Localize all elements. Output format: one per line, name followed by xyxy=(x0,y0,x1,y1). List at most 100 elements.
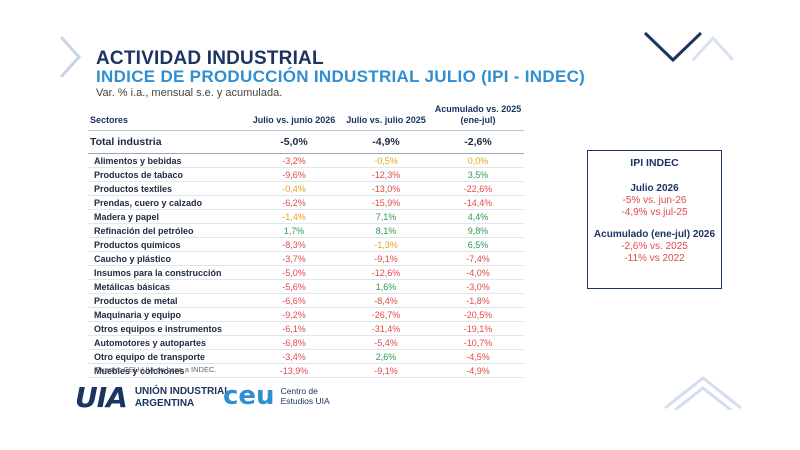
row-value-julio-vs-julio: -9,1% xyxy=(340,363,432,378)
table-row: Maquinaria y equipo -9,2% -26,7% -20,5% xyxy=(88,307,524,322)
row-value-julio-vs-junio: -8,3% xyxy=(248,237,340,252)
row-value-julio-vs-junio: -9,6% xyxy=(248,167,340,182)
uia-logo-mark: UIA xyxy=(75,381,128,414)
row-value-julio-vs-julio: -0,5% xyxy=(340,153,432,168)
row-value-acumulado: 6,5% xyxy=(432,237,524,252)
row-value-julio-vs-junio: -13,9% xyxy=(248,363,340,378)
row-value-julio-vs-junio: 1,7% xyxy=(248,223,340,238)
row-value-julio-vs-junio: -6,8% xyxy=(248,335,340,350)
header-julio-vs-junio: Julio vs. junio 2026 xyxy=(248,103,340,131)
page-subtitle: INDICE DE PRODUCCIÓN INDUSTRIAL JULIO (I… xyxy=(96,67,586,86)
row-value-julio-vs-julio: 8,1% xyxy=(340,223,432,238)
row-sector: Productos químicos xyxy=(88,237,248,252)
total-sector: Total industria xyxy=(88,130,248,154)
row-sector: Refinación del petróleo xyxy=(88,223,248,238)
table-row: Caucho y plástico -3,7% -9,1% -7,4% xyxy=(88,251,524,266)
row-value-julio-vs-junio: -6,1% xyxy=(248,321,340,336)
table-row: Productos de tabaco -9,6% -12,3% 3,5% xyxy=(88,167,524,182)
table-header-row: Sectores Julio vs. junio 2026 Julio vs. … xyxy=(88,103,524,131)
row-value-acumulado: -1,8% xyxy=(432,293,524,308)
ipi-table: Sectores Julio vs. junio 2026 Julio vs. … xyxy=(88,103,524,378)
row-value-julio-vs-junio: -6,2% xyxy=(248,195,340,210)
row-value-acumulado: -7,4% xyxy=(432,251,524,266)
row-sector: Productos de tabaco xyxy=(88,167,248,182)
row-value-julio-vs-junio: -9,2% xyxy=(248,307,340,322)
table-row: Automotores y autopartes -6,8% -5,4% -10,7% xyxy=(88,335,524,350)
table-row: Productos químicos -8,3% -1,3% 6,5% xyxy=(88,237,524,252)
row-value-acumulado: -19,1% xyxy=(432,321,524,336)
summary-section-acumulado: Acumulado (ene-jul) 2026 xyxy=(593,229,716,240)
ceu-logo-line2: Estudios UIA xyxy=(280,396,330,406)
row-value-julio-vs-julio: -8,4% xyxy=(340,293,432,308)
row-value-julio-vs-junio: -3,4% xyxy=(248,349,340,364)
header-acumulado: Acumulado vs. 2025 (ene-jul) xyxy=(432,103,524,131)
row-sector: Insumos para la construcción xyxy=(88,265,248,280)
row-value-acumulado: -22,6% xyxy=(432,181,524,196)
row-value-julio-vs-junio: -0,4% xyxy=(248,181,340,196)
row-value-julio-vs-julio: -13,0% xyxy=(340,181,432,196)
row-value-julio-vs-julio: 1,6% xyxy=(340,279,432,294)
row-value-julio-vs-junio: -6,6% xyxy=(248,293,340,308)
row-sector: Muebles y colchones xyxy=(88,363,248,378)
total-v3: -2,6% xyxy=(432,130,524,154)
row-sector: Otros equipos e instrumentos xyxy=(88,321,248,336)
page-title: ACTIVIDAD INDUSTRIAL xyxy=(96,48,324,69)
row-value-acumulado: -10,7% xyxy=(432,335,524,350)
uia-logo-line1: UNIÓN INDUSTRIAL xyxy=(134,385,231,397)
ipi-summary-box: IPI INDEC Julio 2026 -5% vs. jun-26 -4,9… xyxy=(587,150,722,289)
row-value-julio-vs-junio: -1,4% xyxy=(248,209,340,224)
summary-section-julio: Julio 2026 xyxy=(630,183,679,194)
row-value-acumulado: 0,0% xyxy=(432,153,524,168)
table-row: Metálicas básicas -5,6% 1,6% -3,0% xyxy=(88,279,524,294)
row-value-acumulado: -20,5% xyxy=(432,307,524,322)
row-sector: Automotores y autopartes xyxy=(88,335,248,350)
row-value-julio-vs-junio: -5,6% xyxy=(248,279,340,294)
table-row: Madera y papel -1,4% 7,1% 4,4% xyxy=(88,209,524,224)
row-value-acumulado: 4,4% xyxy=(432,209,524,224)
row-value-julio-vs-julio: -26,7% xyxy=(340,307,432,322)
row-sector: Metálicas básicas xyxy=(88,279,248,294)
row-value-julio-vs-julio: -5,4% xyxy=(340,335,432,350)
total-v1: -5,0% xyxy=(248,130,340,154)
table-row: Refinación del petróleo 1,7% 8,1% 9,8% xyxy=(88,223,524,238)
ceu-logo-line1: Centro de xyxy=(280,386,318,396)
row-value-julio-vs-julio: -1,3% xyxy=(340,237,432,252)
row-value-acumulado: 9,8% xyxy=(432,223,524,238)
table-row: Insumos para la construcción -5,0% -12,6% -… xyxy=(88,265,524,280)
row-sector: Prendas, cuero y calzado xyxy=(88,195,248,210)
row-sector: Alimentos y bebidas xyxy=(88,153,248,168)
row-sector: Productos textiles xyxy=(88,181,248,196)
summary-julio-line: -4,9% vs jul-25 xyxy=(621,207,688,218)
row-sector: Madera y papel xyxy=(88,209,248,224)
table-row: Muebles y colchones -13,9% -9,1% -4,9% xyxy=(88,363,524,378)
row-value-acumulado: -3,0% xyxy=(432,279,524,294)
row-sector: Otro equipo de transporte xyxy=(88,349,248,364)
header-sectores: Sectores xyxy=(88,103,248,131)
ceu-logo-mark: ceu xyxy=(223,381,275,411)
table-row: Otro equipo de transporte -3,4% 2,6% -4,5% xyxy=(88,349,524,364)
table-row: Otros equipos e instrumentos -6,1% -31,4% -… xyxy=(88,321,524,336)
row-value-acumulado: 3,5% xyxy=(432,167,524,182)
uia-logo: UIA UNIÓN INDUSTRIAL ARGENTINA xyxy=(75,381,230,414)
row-value-julio-vs-junio: -5,0% xyxy=(248,265,340,280)
left-chevron-decoration xyxy=(59,35,82,79)
row-sector: Caucho y plástico xyxy=(88,251,248,266)
header-julio-vs-julio: Julio vs. julio 2025 xyxy=(340,103,432,131)
table-row: Alimentos y bebidas -3,2% -0,5% 0,0% xyxy=(88,153,524,168)
bottom-right-chevron-decoration xyxy=(664,376,742,410)
row-value-julio-vs-junio: -3,7% xyxy=(248,251,340,266)
ceu-logo: ceu Centro de Estudios UIA xyxy=(223,381,330,411)
uia-logo-line2: ARGENTINA xyxy=(134,397,195,409)
row-value-julio-vs-julio: -12,3% xyxy=(340,167,432,182)
row-value-julio-vs-julio: 2,6% xyxy=(340,349,432,364)
row-value-julio-vs-julio: -9,1% xyxy=(340,251,432,266)
row-value-acumulado: -4,5% xyxy=(432,349,524,364)
row-value-julio-vs-julio: -15,9% xyxy=(340,195,432,210)
row-value-julio-vs-julio: -31,4% xyxy=(340,321,432,336)
row-sector: Productos de metal xyxy=(88,293,248,308)
row-value-acumulado: -14,4% xyxy=(432,195,524,210)
total-v2: -4,9% xyxy=(340,130,432,154)
summary-julio-line: -5% vs. jun-26 xyxy=(622,195,687,206)
row-value-acumulado: -4,0% xyxy=(432,265,524,280)
table-row: Prendas, cuero y calzado -6,2% -15,9% -14,4… xyxy=(88,195,524,210)
